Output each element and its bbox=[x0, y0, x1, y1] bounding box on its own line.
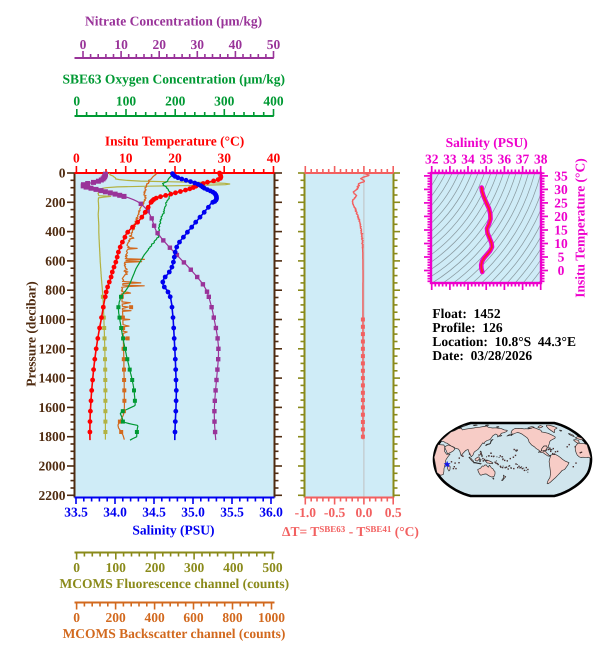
svg-text:0: 0 bbox=[73, 151, 80, 166]
svg-text:38: 38 bbox=[534, 152, 548, 167]
svg-text:34: 34 bbox=[461, 152, 475, 167]
svg-text:0.0: 0.0 bbox=[355, 505, 372, 520]
svg-text:0: 0 bbox=[73, 94, 80, 109]
svg-text:Profile: 126: Profile: 126 bbox=[432, 320, 502, 335]
svg-text:200: 200 bbox=[105, 610, 126, 625]
svg-text:300: 300 bbox=[184, 560, 205, 575]
svg-text:Location: 10.8°S 44.3°E: Location: 10.8°S 44.3°E bbox=[432, 334, 576, 349]
svg-text:400: 400 bbox=[223, 560, 244, 575]
svg-text:600: 600 bbox=[45, 253, 66, 268]
svg-text:0.5: 0.5 bbox=[385, 505, 402, 520]
svg-text:40: 40 bbox=[267, 151, 281, 166]
svg-text:200: 200 bbox=[165, 94, 186, 109]
svg-text:400: 400 bbox=[45, 224, 66, 239]
svg-text:5: 5 bbox=[558, 250, 565, 265]
svg-text:33.5: 33.5 bbox=[64, 505, 88, 520]
svg-text:20: 20 bbox=[152, 37, 166, 52]
svg-text:10: 10 bbox=[114, 37, 128, 52]
svg-text:1200: 1200 bbox=[39, 341, 66, 356]
svg-text:500: 500 bbox=[262, 560, 283, 575]
svg-text:0: 0 bbox=[80, 37, 87, 52]
svg-text:100: 100 bbox=[106, 560, 127, 575]
svg-text:2200: 2200 bbox=[39, 488, 66, 503]
svg-text:35.0: 35.0 bbox=[181, 505, 205, 520]
svg-text:1600: 1600 bbox=[39, 400, 66, 415]
svg-text:Insitu Temperature (°C): Insitu Temperature (°C) bbox=[573, 158, 588, 297]
svg-text:35: 35 bbox=[479, 152, 493, 167]
svg-text:800: 800 bbox=[45, 283, 66, 298]
svg-text:50: 50 bbox=[267, 37, 281, 52]
svg-text:-0.5: -0.5 bbox=[324, 505, 346, 520]
svg-text:35.5: 35.5 bbox=[220, 505, 244, 520]
svg-text:200: 200 bbox=[145, 560, 166, 575]
svg-text:25: 25 bbox=[554, 195, 568, 210]
svg-text:Insitu Temperature (°C): Insitu Temperature (°C) bbox=[105, 134, 244, 149]
svg-text:20: 20 bbox=[168, 151, 182, 166]
svg-text:Pressure (decibar): Pressure (decibar) bbox=[24, 281, 39, 387]
svg-text:36: 36 bbox=[498, 152, 512, 167]
svg-text:10: 10 bbox=[119, 151, 133, 166]
svg-text:40: 40 bbox=[229, 37, 243, 52]
svg-text:Salinity (PSU): Salinity (PSU) bbox=[132, 523, 214, 538]
svg-text:1000: 1000 bbox=[39, 312, 66, 327]
svg-text:15: 15 bbox=[554, 223, 568, 238]
svg-text:32: 32 bbox=[425, 152, 439, 167]
svg-text:ΔT= TSBE63 - TSBE41 (°C): ΔT= TSBE63 - TSBE41 (°C) bbox=[282, 524, 419, 539]
svg-text:20: 20 bbox=[554, 209, 568, 224]
svg-text:36.0: 36.0 bbox=[259, 505, 283, 520]
svg-text:100: 100 bbox=[116, 94, 137, 109]
svg-text:34.0: 34.0 bbox=[103, 505, 127, 520]
svg-text:35: 35 bbox=[554, 168, 568, 183]
svg-text:300: 300 bbox=[214, 94, 235, 109]
svg-text:-1.0: -1.0 bbox=[295, 505, 317, 520]
svg-text:0: 0 bbox=[73, 610, 80, 625]
svg-text:30: 30 bbox=[191, 37, 205, 52]
svg-text:800: 800 bbox=[222, 610, 243, 625]
svg-text:1800: 1800 bbox=[39, 429, 66, 444]
svg-text:Date: 03/28/2026: Date: 03/28/2026 bbox=[432, 348, 532, 363]
svg-text:1000: 1000 bbox=[258, 610, 285, 625]
svg-text:0: 0 bbox=[59, 166, 66, 181]
svg-text:MCOMS Backscatter channel (cou: MCOMS Backscatter channel (counts) bbox=[63, 626, 286, 641]
svg-text:600: 600 bbox=[183, 610, 204, 625]
svg-text:Float: 1452: Float: 1452 bbox=[432, 306, 500, 321]
svg-text:34.5: 34.5 bbox=[142, 505, 166, 520]
svg-text:MCOMS Fluorescence channel (co: MCOMS Fluorescence channel (counts) bbox=[59, 576, 289, 591]
svg-text:30: 30 bbox=[554, 182, 568, 197]
svg-text:30: 30 bbox=[217, 151, 231, 166]
svg-text:2000: 2000 bbox=[39, 459, 66, 474]
svg-text:10: 10 bbox=[554, 236, 568, 251]
svg-text:Nitrate Concentration (μm/kg): Nitrate Concentration (μm/kg) bbox=[85, 14, 262, 29]
svg-text:Salinity (PSU): Salinity (PSU) bbox=[446, 135, 528, 150]
svg-text:33: 33 bbox=[443, 152, 457, 167]
svg-text:0: 0 bbox=[558, 263, 565, 278]
svg-text:400: 400 bbox=[144, 610, 165, 625]
svg-text:1400: 1400 bbox=[39, 371, 66, 386]
svg-text:SBE63 Oxygen Concentration (μm: SBE63 Oxygen Concentration (μm/kg) bbox=[63, 72, 286, 87]
svg-text:200: 200 bbox=[45, 195, 66, 210]
svg-text:400: 400 bbox=[263, 94, 284, 109]
svg-text:37: 37 bbox=[516, 152, 530, 167]
svg-text:0: 0 bbox=[73, 560, 80, 575]
